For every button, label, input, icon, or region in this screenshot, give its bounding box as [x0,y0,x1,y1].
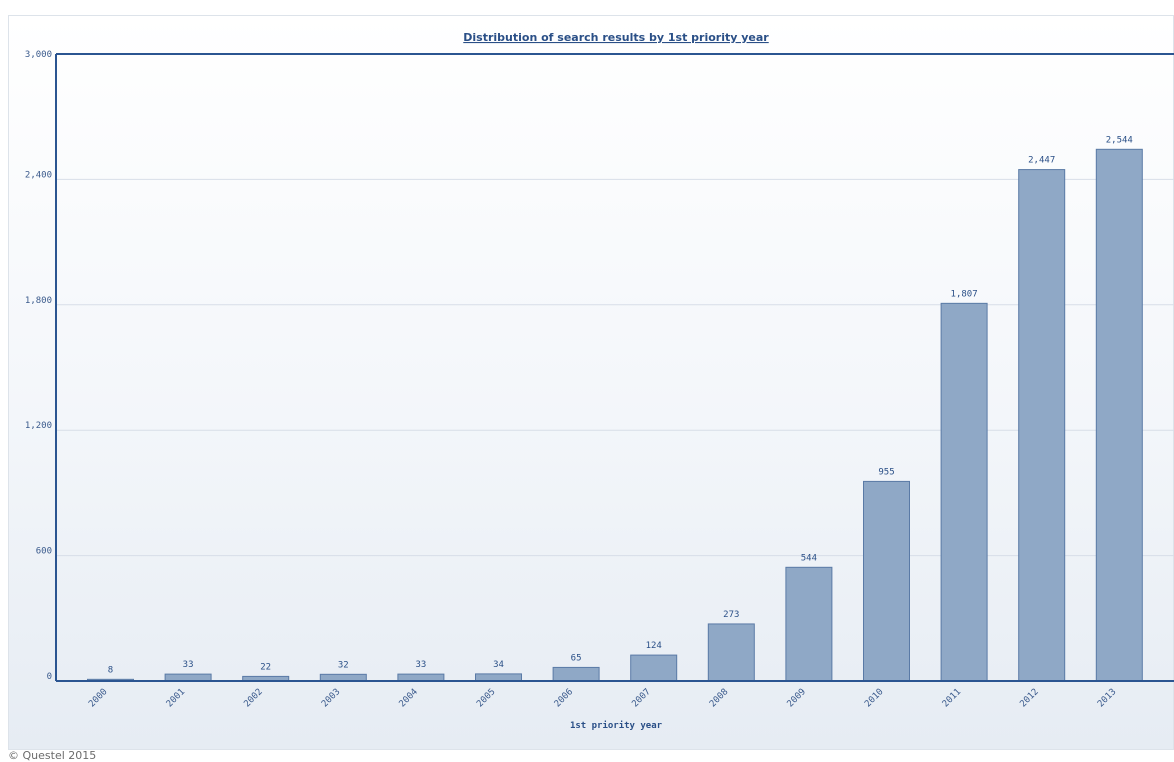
x-tick-label-2001: 2001 [165,687,187,709]
data-label-2013: 2,544 [1106,135,1133,145]
x-tick-label-2003: 2003 [320,687,342,709]
x-tick-label-2000: 2000 [87,687,109,709]
y-tick-labels: 0 600 1,200 1,800 2,400 3,000 [25,50,52,682]
bar-2007[interactable] [630,654,678,682]
x-tick-label-2010: 2010 [863,687,885,709]
data-label-2004: 33 [415,660,426,670]
y-tick-label: 1,800 [25,296,52,306]
data-label-2012: 2,447 [1028,156,1055,166]
bar-2003[interactable] [319,673,367,682]
x-axis-title: 1st priority year [570,720,663,731]
x-tick-label-2009: 2009 [786,687,808,709]
bar-2005[interactable] [475,673,522,682]
data-label-2006: 65 [571,653,582,663]
data-label-2002: 22 [260,662,271,672]
data-labels: 8 33 22 32 33 34 65 124 273 544 955 1,807 2,447 2,544 [108,135,1133,675]
x-tick-label-2004: 2004 [398,687,420,709]
x-tick-label-2008: 2008 [708,687,730,709]
data-label-2001: 33 [183,660,194,670]
x-tick-label-2011: 2011 [941,687,963,709]
bar-2001[interactable] [164,673,212,682]
grid-lines [56,178,1174,557]
x-tick-label-2005: 2005 [475,687,497,709]
x-tick-label-2002: 2002 [242,687,264,709]
axes [55,53,1174,682]
chart-title: Distribution of search results by 1st pr… [463,31,769,44]
bar-2013[interactable] [1095,148,1143,682]
data-label-2008: 273 [723,610,739,620]
data-label-2010: 955 [878,467,894,477]
x-tick-label-2012: 2012 [1018,687,1040,709]
y-tick-label: 1,200 [25,421,52,431]
data-label-2009: 544 [801,553,817,563]
x-tick-label-2007: 2007 [630,687,652,709]
bar-2004[interactable] [397,673,445,682]
x-tick-label-2006: 2006 [553,687,575,709]
bar-2008[interactable] [707,623,755,682]
y-tick-label: 600 [36,547,52,557]
data-label-2003: 32 [338,660,349,670]
data-label-2011: 1,807 [951,289,978,299]
bar-2006[interactable] [552,666,600,682]
bar-2011[interactable] [940,302,988,682]
data-label-2000: 8 [108,665,113,675]
bars [87,148,1143,682]
copyright-text: © Questel 2015 [8,749,97,762]
y-tick-label: 3,000 [25,50,52,60]
bar-2009[interactable] [785,566,833,682]
data-label-2005: 34 [493,660,504,670]
x-tick-label-2013: 2013 [1096,687,1118,709]
x-tick-labels: 2000 2001 2002 2003 2004 2005 2006 2007 2008 2009… [87,687,1118,709]
y-tick-label: 2,400 [25,170,52,180]
bar-2010[interactable] [863,480,910,682]
bar-2012[interactable] [1018,169,1066,682]
y-tick-label: 0 [47,672,52,682]
data-label-2007: 124 [646,641,662,651]
